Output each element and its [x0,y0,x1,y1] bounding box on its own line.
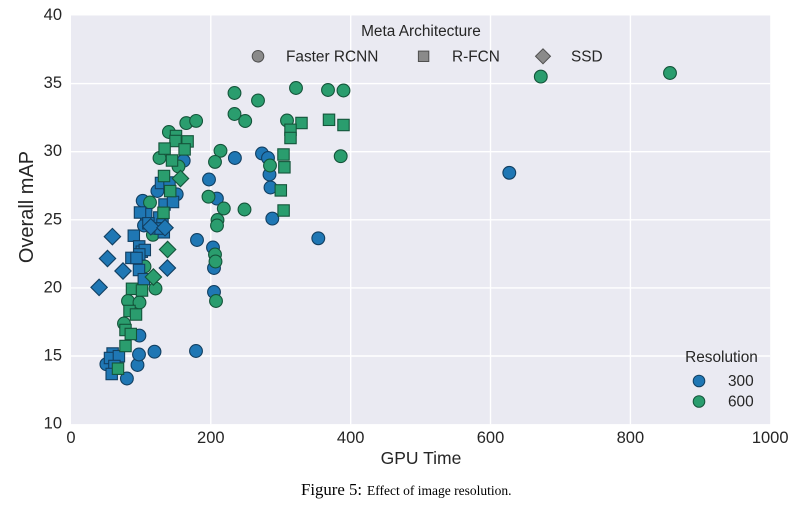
svg-text:200: 200 [197,429,225,447]
svg-text:SSD: SSD [571,49,603,66]
svg-text:15: 15 [44,347,62,365]
svg-text:35: 35 [44,74,62,92]
svg-text:GPU Time: GPU Time [381,448,462,468]
svg-text:20: 20 [44,278,62,296]
svg-text:Overall mAP: Overall mAP [16,151,38,263]
svg-text:0: 0 [66,429,75,447]
svg-text:25: 25 [44,210,62,228]
svg-text:Figure 5:Effect of image resol: Figure 5: Effect of image resolution. [301,480,511,499]
svg-text:600: 600 [477,429,505,447]
svg-text:Faster RCNN: Faster RCNN [286,49,378,66]
svg-text:Resolution: Resolution [685,349,758,366]
svg-text:1000: 1000 [752,429,789,447]
svg-text:10: 10 [44,415,62,433]
svg-text:800: 800 [617,429,645,447]
svg-text:Meta Architecture: Meta Architecture [361,23,481,40]
svg-text:400: 400 [337,429,365,447]
svg-text:R-FCN: R-FCN [452,49,500,66]
svg-text:300: 300 [728,373,754,390]
svg-text:40: 40 [44,6,62,24]
svg-text:600: 600 [728,394,754,411]
svg-text:30: 30 [44,142,62,160]
